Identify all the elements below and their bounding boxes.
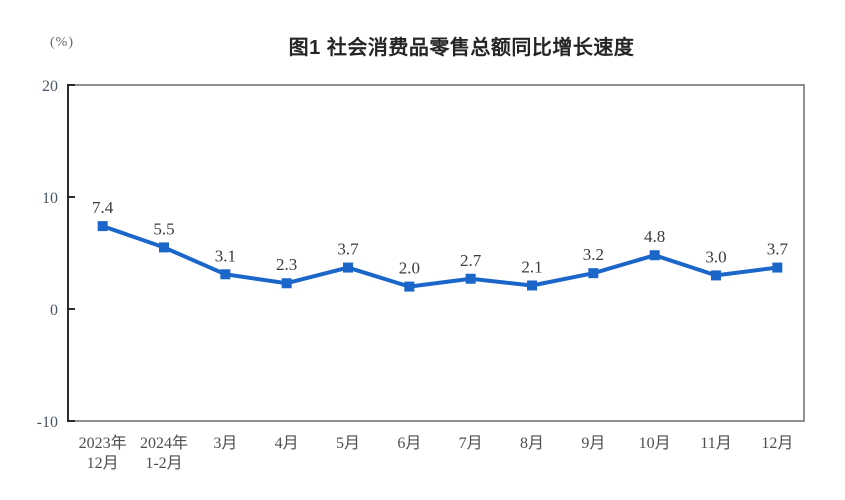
y-tick-label: 10 <box>42 190 58 207</box>
data-point-marker <box>404 281 415 292</box>
x-tick-label: 4月 <box>275 435 299 452</box>
data-point-marker <box>465 273 476 284</box>
data-label: 4.8 <box>644 227 665 246</box>
data-label: 7.4 <box>92 198 114 217</box>
x-tick-label: 3月 <box>213 435 237 452</box>
y-tick-label: 0 <box>50 302 58 319</box>
data-label: 2.1 <box>521 257 542 276</box>
data-label: 2.0 <box>399 259 420 278</box>
data-label: 3.7 <box>337 240 359 259</box>
series-line <box>100 224 780 289</box>
data-label: 5.5 <box>153 219 174 238</box>
data-point-marker <box>281 278 292 289</box>
x-tick-label: 2024年 1-2月 <box>140 434 188 472</box>
y-tick-label: -10 <box>37 414 58 431</box>
x-tick-label: 7月 <box>459 435 483 452</box>
data-label: 2.7 <box>460 251 482 270</box>
data-point-marker <box>343 262 353 273</box>
data-label: 3.1 <box>215 246 236 265</box>
x-tick-label: 9月 <box>581 435 605 452</box>
data-point-marker <box>527 280 537 291</box>
x-tick-label: 8月 <box>520 435 544 452</box>
y-tick-label: 20 <box>42 78 58 95</box>
data-point-marker <box>649 250 660 261</box>
x-tick-label: 5月 <box>336 435 360 452</box>
x-tick-label: 12月 <box>761 435 793 452</box>
data-label: 2.3 <box>276 255 297 274</box>
chart-title: 图1 社会消费品零售总额同比增长速度 <box>288 37 635 59</box>
plot-frame <box>68 84 805 422</box>
x-tick-label: 6月 <box>397 435 421 452</box>
x-tick-label: 11月 <box>700 435 731 452</box>
data-point-marker <box>220 269 231 280</box>
x-tick-label: 10月 <box>639 435 671 452</box>
data-point-marker <box>711 270 721 281</box>
data-point-marker <box>772 262 783 273</box>
data-label: 3.0 <box>705 247 726 266</box>
data-label: 3.2 <box>583 245 604 264</box>
data-point-marker <box>97 221 108 232</box>
data-point-marker <box>588 268 599 279</box>
data-point-marker <box>159 242 169 253</box>
y-axis-unit-label: (%) <box>50 35 74 50</box>
data-label: 3.7 <box>767 240 789 259</box>
x-tick-label: 2023年 12月 <box>79 434 127 472</box>
